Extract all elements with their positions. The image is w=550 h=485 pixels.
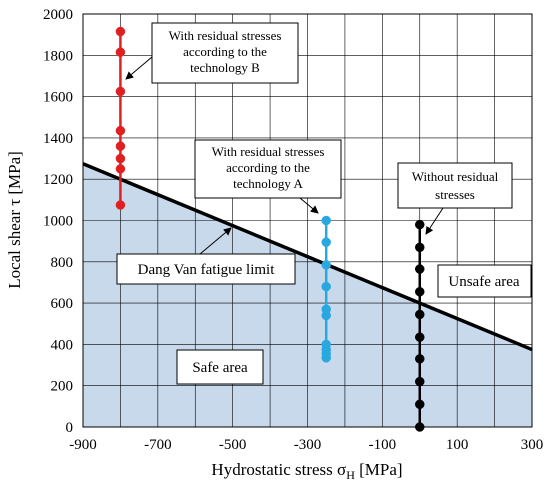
annotation-technology-a-arrow <box>299 197 319 214</box>
annotation-technology-a-box <box>194 139 342 199</box>
annotation-technology-b-line-1: With residual stresses <box>169 28 282 43</box>
annotation-dang-van-box <box>116 253 296 285</box>
annotation-safe-area-box <box>176 349 264 385</box>
y-tick-label: 400 <box>51 337 74 353</box>
x-tick-label: 100 <box>446 437 469 453</box>
annotation-without-residual-line-2: stresses <box>435 187 475 202</box>
series-2-point <box>415 332 425 342</box>
annotation-technology-b-line-3: technology B <box>190 60 260 75</box>
series-0-point <box>115 153 126 164</box>
series-1-point <box>321 260 331 270</box>
series-0-point <box>115 86 126 97</box>
series-0-point <box>115 200 126 210</box>
annotation-technology-a-line-2: according to the <box>226 160 310 175</box>
series-0-point <box>115 125 126 136</box>
y-tick-label: 1000 <box>43 214 73 230</box>
series-2-point <box>415 242 425 253</box>
y-tick-label: 1200 <box>43 172 73 188</box>
series-2-point <box>415 286 425 297</box>
annotation-without-residual: Without residual stresses <box>397 162 513 235</box>
annotation-technology-b-line-2: according to the <box>183 44 267 59</box>
x-tick-label: 300 <box>521 437 544 453</box>
series-2-point <box>415 354 425 364</box>
series-0-point <box>115 164 126 174</box>
series-2-point <box>415 219 425 230</box>
x-axis-title: Hydrostatic stress σH [MPa] <box>211 460 402 482</box>
x-tick-label: -700 <box>144 437 172 453</box>
dang-van-limit-line <box>82 162 533 352</box>
annotation-technology-a-line-3: technology A <box>233 176 303 191</box>
annotation-without-residual-box <box>397 162 513 209</box>
series-2-point <box>415 376 425 387</box>
y-tick-label: 1800 <box>43 48 73 64</box>
annotation-dang-van: Dang Van fatigue limit <box>116 227 296 285</box>
annotation-technology-a: With residual stresses according to the … <box>194 139 342 214</box>
series-2-point <box>415 309 425 320</box>
series-1-point <box>321 339 331 350</box>
x-tick-label: -500 <box>219 437 247 453</box>
series-2-point <box>415 422 425 432</box>
annotation-dang-van-label: Dang Van fatigue limit <box>138 262 276 278</box>
series-2-point <box>415 399 425 410</box>
y-axis-title: Local shear τ [MPa] <box>5 151 24 289</box>
series-1-point <box>321 215 331 226</box>
annotation-safe-area-label: Safe area <box>192 360 248 376</box>
series-0-point <box>115 47 126 57</box>
series-1-point <box>321 237 331 247</box>
y-tick-label: 1600 <box>43 90 73 106</box>
annotation-unsafe-area-box <box>437 264 532 298</box>
annotation-dang-van-arrow <box>199 227 232 255</box>
annotation-without-residual-line-1: Without residual <box>412 169 499 184</box>
annotation-technology-b-box <box>151 22 299 84</box>
y-tick-label: 1400 <box>43 131 73 147</box>
y-tick-label: 0 <box>66 420 74 436</box>
series-1-point <box>321 281 331 292</box>
series-0-point <box>115 26 126 37</box>
annotation-without-residual-arrow <box>425 207 444 235</box>
y-tick-label: 600 <box>51 296 74 312</box>
annotation-unsafe-area-label: Unsafe area <box>448 274 520 290</box>
x-tick-label: -300 <box>294 437 322 453</box>
annotation-technology-b-arrow <box>125 56 153 80</box>
y-tick-label: 200 <box>51 379 74 395</box>
series-0-point <box>115 141 126 151</box>
series-2-point <box>415 264 425 274</box>
annotation-technology-b: With residual stresses according to the … <box>125 22 299 84</box>
series-1-point <box>321 304 331 315</box>
annotation-safe-area: Safe area <box>176 349 264 385</box>
y-tick-label: 2000 <box>43 7 73 23</box>
x-tick-label: -900 <box>69 437 97 453</box>
annotation-unsafe-area: Unsafe area <box>437 264 532 298</box>
annotation-technology-a-line-1: With residual stresses <box>212 144 325 159</box>
x-tick-label: -100 <box>369 437 397 453</box>
y-tick-label: 800 <box>51 255 74 271</box>
plot-frame <box>82 13 533 428</box>
